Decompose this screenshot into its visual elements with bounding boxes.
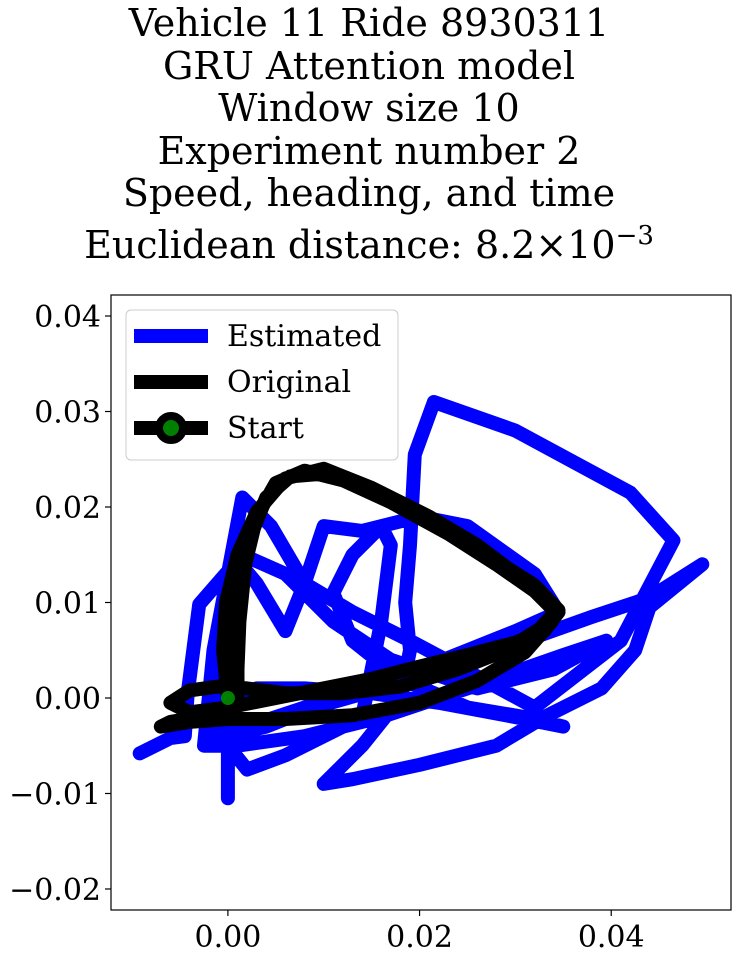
y-tick-label: 0.02 <box>34 491 101 526</box>
series-line-original <box>153 461 566 734</box>
metric-label: Euclidean distance: <box>84 222 475 267</box>
title-line-1: Vehicle 11 Ride 8930311 <box>128 1 610 45</box>
y-tick-label: −0.01 <box>9 777 101 812</box>
metric-exponent: −3 <box>615 220 654 251</box>
y-tick-label: 0.01 <box>34 587 101 622</box>
legend-label-original: Original <box>227 365 351 400</box>
series-line-estimated <box>132 395 710 806</box>
metric-times: × <box>535 222 568 267</box>
start-marker <box>220 690 235 705</box>
y-tick-label: 0.00 <box>34 682 101 717</box>
title-line-5: Speed, heading, and time <box>122 171 616 215</box>
y-tick-label: 0.04 <box>34 300 101 335</box>
axes: 0.00 0.02 0.04 0.04 0.03 0.02 0.01 0.00 −0.01 −0.… <box>9 294 732 955</box>
x-tick-label: 0.02 <box>386 920 453 955</box>
title-line-2: GRU Attention model <box>162 43 576 88</box>
title-metric-line: Euclidean distance: 8.2×10−3 <box>0 215 738 267</box>
legend: Estimated Original Start <box>125 309 399 461</box>
plot-inner <box>132 395 710 806</box>
title-line-4: Experiment number 2 <box>157 128 581 173</box>
y-tick-label: 0.03 <box>34 396 101 431</box>
metric-base: 10 <box>567 222 616 267</box>
y-tick-label: −0.02 <box>9 873 101 908</box>
metric-mantissa: 8.2 <box>474 222 536 267</box>
legend-marker-start <box>155 412 187 444</box>
legend-label-start: Start <box>227 411 304 446</box>
plot-area <box>132 395 710 806</box>
chart-title: Vehicle 11 Ride 8930311 GRU Attention mo… <box>0 2 738 266</box>
x-tick-label: 0.04 <box>578 920 645 955</box>
x-tick-label: 0.00 <box>195 920 262 955</box>
title-line-3: Window size 10 <box>218 86 520 130</box>
legend-label-estimated: Estimated <box>227 319 381 354</box>
